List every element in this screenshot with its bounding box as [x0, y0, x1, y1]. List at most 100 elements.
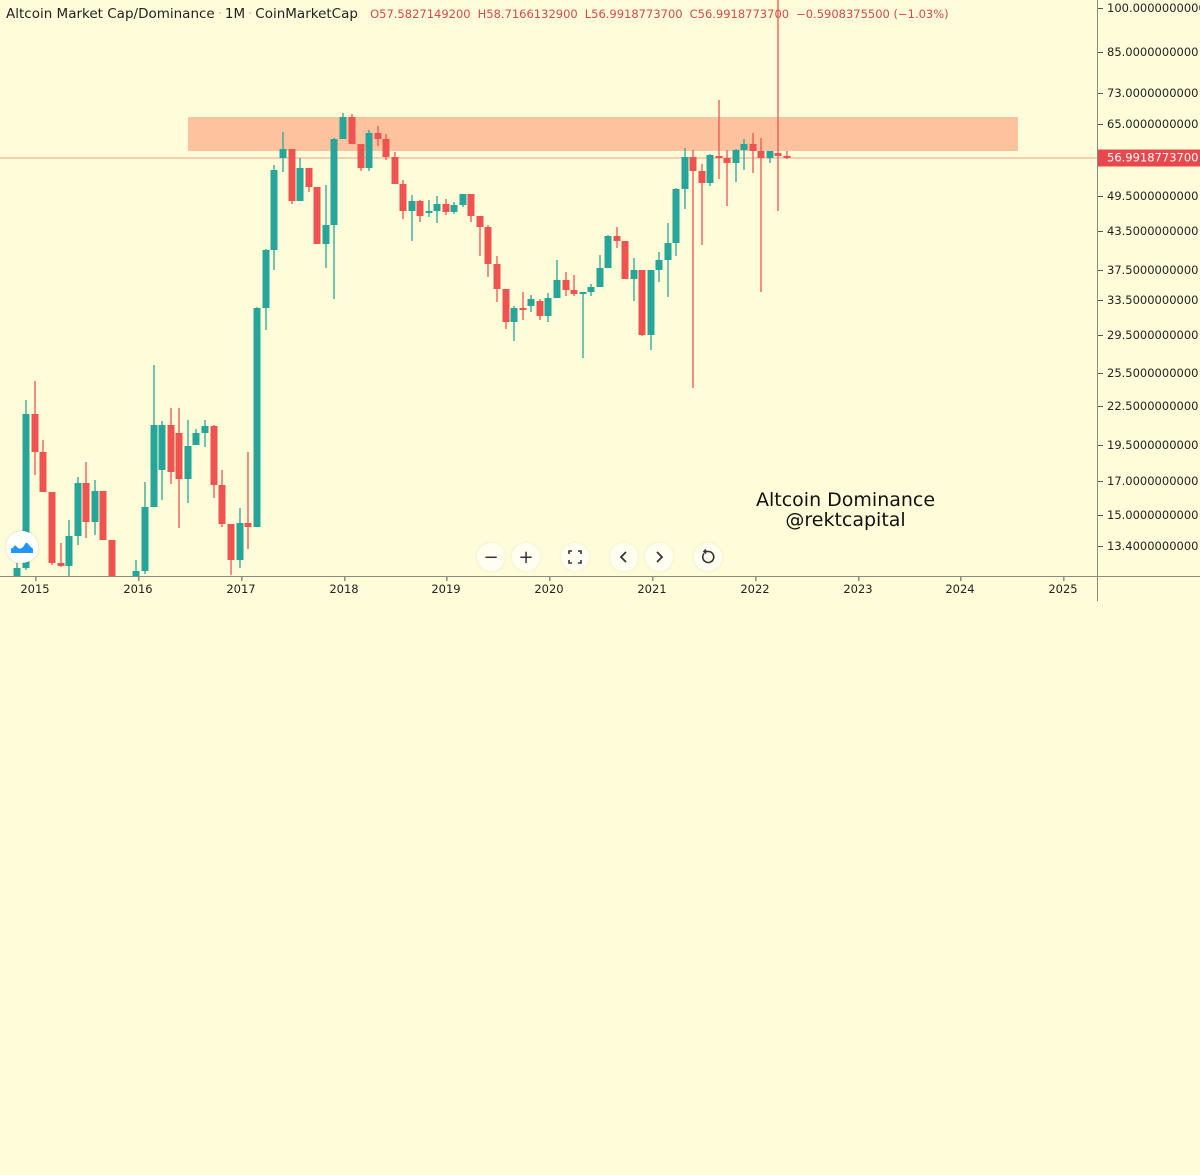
candle-up — [330, 139, 338, 225]
price-tick-label: 49.5000000000 — [1098, 189, 1198, 203]
candle-down — [723, 158, 731, 163]
candle-up — [279, 149, 287, 158]
zoom-in-button[interactable]: + — [512, 543, 540, 571]
chevron-right-icon — [656, 551, 664, 563]
price-tick-label: 85.0000000000 — [1098, 45, 1198, 59]
exchange: CoinMarketCap — [255, 6, 358, 22]
tradingview-logo-icon — [11, 541, 33, 553]
time-tick-label: 2025 — [1048, 577, 1078, 596]
time-axis[interactable]: 2015 2016 2017 2018 2019 2020 2021 2022 2023 2024… — [0, 576, 1097, 601]
candle-down — [391, 157, 399, 184]
price-tick-label: 25.5000000000 — [1098, 366, 1198, 380]
candle-down — [698, 171, 706, 183]
candle-down — [774, 153, 782, 156]
candle-down — [305, 168, 313, 187]
candle-down — [493, 264, 501, 289]
high-value: H58.7166132900 — [477, 7, 578, 21]
candle-down — [715, 156, 723, 158]
plus-icon: + — [518, 546, 534, 568]
low-value: L56.9918773700 — [584, 7, 683, 21]
candle-up — [201, 426, 209, 433]
candle-down — [244, 523, 252, 527]
candle-down — [348, 117, 356, 144]
last-price-badge: 56.9918773700 — [1098, 149, 1200, 167]
time-tick-label: 2021 — [637, 577, 667, 596]
candle-up — [322, 225, 330, 244]
chevron-left-icon — [619, 551, 627, 563]
chart-pane[interactable]: Altcoin Market Cap/Dominance · 1M · CoinMark… — [0, 0, 1097, 576]
candle-down — [476, 216, 484, 227]
watermark-line-1: Altcoin Dominance — [756, 489, 936, 511]
candle-down — [613, 236, 621, 241]
candle-up — [433, 204, 441, 211]
candle-down — [689, 157, 697, 171]
candles — [13, 0, 791, 576]
close-value: C56.9918773700 — [689, 7, 790, 21]
candle-up — [184, 446, 192, 479]
price-tick-label: 33.5000000000 — [1098, 293, 1198, 307]
candle-down — [210, 426, 218, 485]
zoom-out-button[interactable]: − — [477, 543, 505, 571]
candle-up — [253, 308, 261, 527]
scroll-right-button[interactable] — [645, 543, 673, 571]
candle-up — [13, 568, 21, 576]
price-axis[interactable]: 100.0000000000 85.0000000000 73.0000000000… — [1097, 0, 1200, 576]
candle-up — [766, 151, 774, 158]
candle-up — [236, 523, 244, 560]
candle-up — [450, 205, 458, 212]
fullscreen-icon — [568, 550, 582, 564]
candle-down — [227, 524, 235, 560]
candle-up — [22, 414, 30, 568]
candle-up — [150, 425, 158, 507]
candle-up — [732, 150, 740, 163]
candle-up — [141, 507, 149, 571]
candle-down — [167, 425, 175, 472]
candle-down — [374, 133, 382, 139]
candlestick-plot — [0, 0, 1097, 576]
price-tick-label: 15.0000000000 — [1098, 508, 1198, 522]
price-tick-label: 65.0000000000 — [1098, 117, 1198, 131]
resistance-zone — [188, 117, 1018, 151]
candle-up — [91, 491, 99, 522]
candle-down — [382, 139, 390, 157]
time-tick-label: 2017 — [226, 577, 256, 596]
time-tick-label: 2016 — [123, 577, 153, 596]
time-tick-label: 2015 — [20, 577, 50, 596]
tradingview-logo-button[interactable] — [6, 531, 38, 563]
scroll-left-button[interactable] — [610, 543, 638, 571]
candle-down — [502, 289, 510, 322]
candle-up — [192, 433, 200, 445]
candle-up — [706, 155, 714, 183]
candle-up — [262, 250, 270, 308]
time-tick-label: 2022 — [740, 577, 770, 596]
fullscreen-button[interactable] — [561, 543, 589, 571]
candle-up — [681, 157, 689, 189]
price-tick-label: 73.0000000000 — [1098, 86, 1198, 100]
candle-down — [621, 241, 629, 279]
candle-down — [536, 301, 544, 316]
candle-down — [749, 144, 757, 151]
candle-down — [48, 492, 56, 563]
candle-up — [365, 133, 373, 168]
reset-chart-button[interactable] — [694, 543, 722, 571]
watermark-text: Altcoin Dominance @rektcapital — [756, 490, 935, 530]
candle-up — [630, 270, 638, 279]
candle-up — [65, 536, 73, 566]
candle-up — [527, 299, 535, 306]
price-tick-label: 100.0000000000 — [1098, 1, 1200, 15]
candle-up — [664, 243, 672, 260]
candle-down — [783, 156, 791, 158]
candle-down — [31, 414, 39, 452]
candle-down — [175, 433, 183, 479]
candle-down — [757, 151, 765, 158]
minus-icon: − — [483, 546, 499, 568]
interval[interactable]: 1M — [224, 6, 246, 22]
candle-up — [740, 144, 748, 150]
time-tick-label: 2018 — [329, 577, 359, 596]
candle-down — [519, 308, 527, 310]
candle-up — [579, 292, 587, 294]
symbol-name[interactable]: Altcoin Market Cap/Dominance — [6, 6, 215, 22]
candle-up — [132, 571, 140, 576]
candle-up — [510, 308, 518, 322]
open-value: O57.5827149200 — [370, 7, 471, 21]
